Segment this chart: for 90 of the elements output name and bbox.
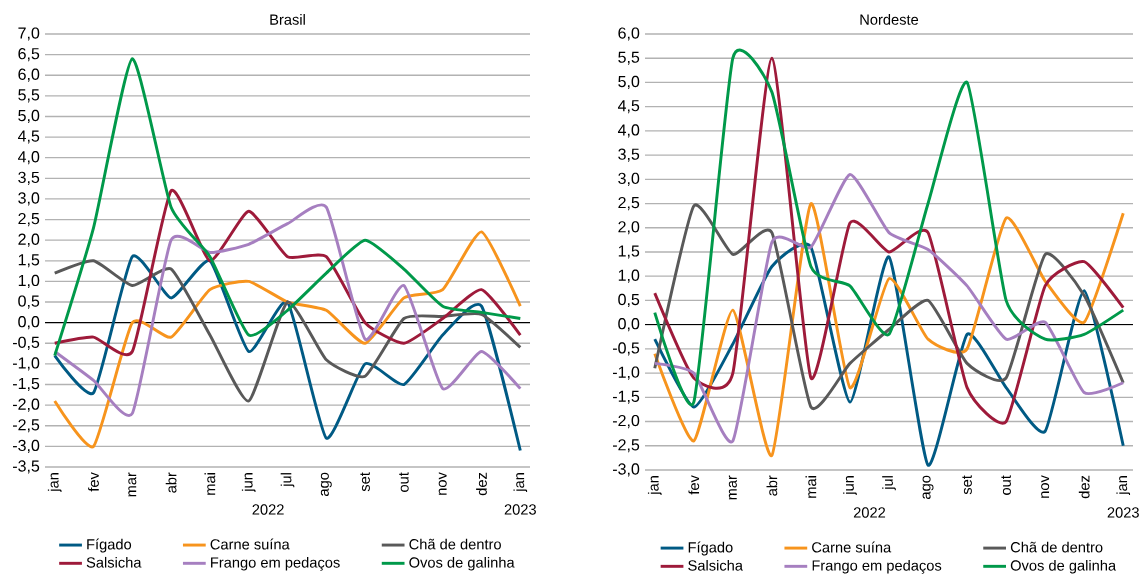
x-tick-label: jun: [241, 473, 256, 493]
line-series: [653, 204, 1125, 410]
x-tick-label: abr: [766, 475, 778, 496]
y-tick-label: 5,5: [18, 89, 40, 103]
x-tick-label: out: [399, 472, 409, 492]
y-tick-label: -3,0: [13, 439, 40, 453]
y-tick-label: 2,0: [18, 233, 40, 247]
y-tick-label: 0,0: [618, 318, 640, 332]
x-tick-label: mai: [805, 476, 817, 498]
x-tick-label: jan: [47, 473, 62, 493]
y-tick-label: -1,0: [13, 357, 40, 371]
y-tick-label: 7,0: [18, 27, 40, 41]
y-tick-label: 4,5: [17, 130, 40, 144]
text: 2022: [252, 504, 284, 515]
x-tick-label: dez: [476, 472, 487, 496]
y-tick-label: 2,5: [18, 212, 40, 227]
x-tick-label: out: [1001, 475, 1011, 495]
x-tick-label: set: [360, 472, 370, 492]
y-tick-label: -2,0: [13, 398, 40, 412]
line-series: [653, 202, 1125, 457]
y-tick-label: 2,0: [618, 221, 640, 235]
y-tick-label: 1,5: [618, 245, 640, 259]
y-tick-label: 5,0: [618, 75, 640, 90]
y-tick-label: 0,5: [18, 295, 40, 309]
y-tick-label: 3,5: [618, 148, 640, 162]
legend-label: Carne suína: [812, 541, 892, 553]
y-tick-label: -2,0: [612, 414, 640, 429]
y-tick-label: -1,5: [13, 377, 40, 392]
line-series: [53, 57, 522, 358]
y-tick-label: 4,0: [617, 124, 640, 138]
y-tick-label: -3,5: [13, 460, 40, 474]
legend-label: Chã de dentro: [1010, 541, 1103, 553]
legend-label: Fígado: [688, 541, 733, 556]
x-tick-label: jan: [647, 476, 662, 496]
y-tick-label: 3,0: [618, 172, 640, 186]
text: 2023: [1107, 507, 1139, 518]
y-tick-label: 6,0: [18, 68, 40, 82]
y-tick-label: 0,0: [18, 316, 40, 330]
x-tick-label: nov: [438, 472, 447, 495]
y-tick-label: -2,5: [13, 419, 40, 433]
y-tick-label: 6,5: [18, 48, 40, 62]
line-series: [53, 259, 522, 403]
x-tick-label: dez: [1078, 475, 1090, 499]
y-tick-label: 3,0: [18, 192, 40, 206]
y-tick-label: -0,5: [13, 336, 40, 350]
y-tick-label: 1,0: [18, 274, 40, 289]
legend-label: Chã de dentro: [409, 538, 501, 550]
x-tick-label: jul: [882, 476, 896, 491]
line-series: [653, 173, 1125, 443]
x-tick-label: jun: [843, 476, 857, 496]
legend-label: Fígado: [87, 538, 132, 553]
legend-label: Ovos de galinha: [409, 556, 515, 571]
legend-label: Salsicha: [86, 556, 142, 568]
x-tick-label: nov: [1041, 475, 1050, 498]
x-tick-label: jul: [280, 473, 295, 488]
y-tick-label: 5,0: [18, 109, 40, 124]
y-tick-label: 5,5: [618, 51, 640, 65]
x-tick-label: jan: [1116, 476, 1131, 496]
x-tick-label: fev: [688, 475, 700, 495]
legend-label: Frango em pedaços: [812, 559, 942, 574]
y-tick-label: 4,5: [617, 100, 640, 114]
x-tick-label: fev: [88, 472, 99, 492]
y-tick-label: 1,0: [618, 269, 640, 283]
x-tick-label: mar: [128, 472, 137, 497]
y-tick-label: 0,5: [618, 293, 640, 308]
x-tick-label: set: [962, 475, 972, 495]
legend-label: Frango em pedaços: [211, 556, 340, 571]
y-tick-label: 2,5: [618, 196, 640, 211]
x-tick-label: abr: [165, 472, 177, 493]
y-tick-label: 6,0: [618, 27, 640, 41]
chart-title: Brasil: [270, 14, 305, 25]
x-tick-label: jan: [513, 473, 528, 493]
y-tick-label: -3,0: [612, 463, 640, 477]
text: 2022: [853, 507, 886, 518]
text: 2023: [504, 504, 536, 515]
x-tick-label: mai: [204, 473, 216, 495]
legend-label: Salsicha: [688, 559, 743, 571]
y-tick-label: 4,0: [17, 151, 40, 165]
y-tick-label: 1,5: [18, 254, 40, 268]
legend-label: Carne suína: [210, 538, 290, 550]
y-tick-label: -1,0: [612, 366, 640, 380]
x-tick-label: ago: [320, 472, 332, 496]
x-tick-label: ago: [922, 475, 934, 499]
y-tick-label: -2,5: [612, 439, 640, 453]
y-tick-label: -0,5: [612, 342, 640, 356]
y-tick-label: 3,5: [18, 171, 40, 185]
y-tick-label: -1,5: [612, 390, 640, 404]
chart-title: Nordeste: [860, 14, 919, 25]
legend-label: Ovos de galinha: [1010, 559, 1117, 574]
x-tick-label: mar: [728, 475, 737, 500]
